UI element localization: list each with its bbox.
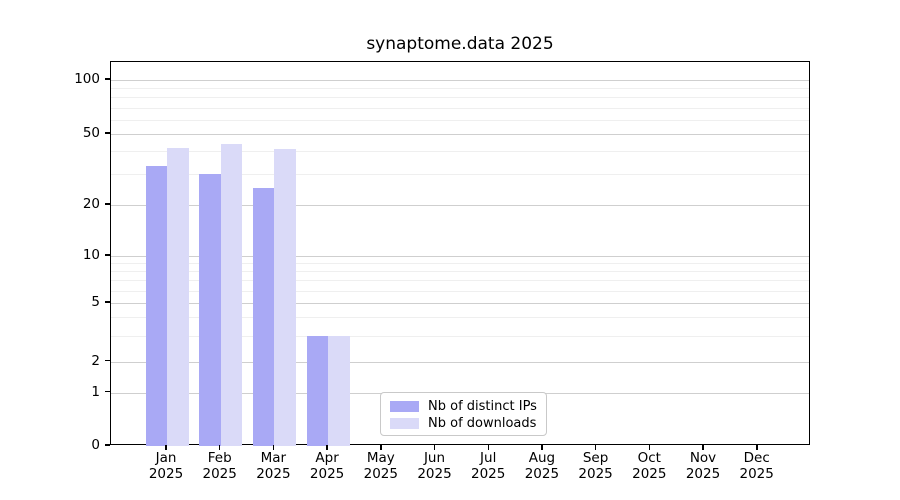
x-tick-mark-aug [541, 445, 543, 450]
x-tick-label-mar: Mar 2025 [256, 450, 291, 482]
x-tick-mark-feb [218, 445, 221, 450]
y-tick-label-100: 100 [74, 71, 100, 87]
x-tick-label-jan: Jan 2025 [148, 450, 184, 482]
gridline-minor-40 [111, 151, 809, 153]
gridline-major-50 [111, 134, 809, 135]
gridline-minor-7 [111, 280, 809, 282]
y-tick-label-1: 1 [91, 383, 100, 400]
legend-swatch-nb-of-distinct-ips-icon [390, 401, 419, 412]
x-tick-label-jun: Jun 2025 [417, 450, 452, 482]
legend-swatch-nb-of-downloads-icon [390, 418, 419, 429]
x-tick-label-aug: Aug 2025 [524, 450, 560, 482]
x-tick-label-apr: Apr 2025 [309, 450, 345, 482]
x-tick-label-sep: Sep 2025 [578, 450, 613, 482]
gridline-minor-4 [111, 317, 809, 319]
bar-nb-of-downloads-feb [220, 143, 243, 446]
x-tick-mark-oct [648, 445, 650, 450]
gridline-minor-9 [111, 263, 809, 265]
x-tick-label-feb: Feb 2025 [202, 450, 237, 482]
y-tick-label-20: 20 [82, 196, 100, 212]
gridline-minor-70 [111, 107, 809, 109]
x-tick-mark-may [380, 445, 382, 450]
legend-row-nb-of-distinct-ips: Nb of distinct IPs [381, 398, 546, 415]
y-tick-label-0: 0 [91, 437, 100, 453]
x-tick-label-oct: Oct 2025 [632, 450, 667, 482]
gridline-major-5 [111, 303, 809, 304]
legend: Nb of distinct IPs Nb of downloads [380, 392, 547, 436]
y-tick-label-10: 10 [82, 247, 100, 263]
legend-label-nb-of-distinct-ips: Nb of distinct IPs [428, 399, 537, 414]
chart-title: synaptome.data 2025 [366, 34, 554, 54]
bar-nb-of-distinct-ips-jan [145, 166, 167, 446]
gridline-minor-6 [111, 290, 809, 292]
x-tick-mark-apr [326, 445, 328, 450]
x-tick-mark-jul [487, 445, 489, 450]
legend-label-nb-of-downloads: Nb of downloads [428, 416, 537, 431]
gridline-minor-60 [111, 119, 809, 121]
bar-nb-of-distinct-ips-feb [199, 173, 221, 446]
y-tick-mark-0 [105, 444, 110, 446]
gridline-minor-90 [111, 88, 809, 90]
x-tick-mark-dec [756, 445, 758, 450]
bar-nb-of-downloads-jan [167, 147, 189, 446]
y-tick-mark-100 [105, 78, 110, 80]
x-tick-mark-jun [433, 445, 436, 450]
gridline-minor-30 [111, 173, 809, 175]
y-tick-mark-2 [105, 359, 110, 362]
x-tick-label-jul: Jul 2025 [471, 450, 506, 482]
x-tick-mark-nov [702, 445, 704, 450]
y-tick-label-50: 50 [82, 125, 100, 141]
x-tick-mark-jan [165, 445, 167, 450]
bar-nb-of-downloads-apr [328, 335, 350, 446]
gridline-major-100 [111, 80, 809, 81]
legend-row-nb-of-downloads: Nb of downloads [381, 415, 546, 432]
plot-area: Nb of distinct IPs Nb of downloads [110, 61, 810, 446]
bar-nb-of-distinct-ips-apr [306, 335, 329, 446]
x-tick-label-nov: Nov 2025 [685, 450, 721, 482]
gridline-minor-80 [111, 97, 809, 99]
y-tick-label-5: 5 [91, 294, 100, 310]
gridline-minor-3 [111, 335, 809, 337]
y-tick-mark-10 [105, 254, 110, 256]
gridline-major-20 [111, 205, 809, 206]
x-tick-label-may: May 2025 [363, 450, 398, 482]
x-tick-mark-mar [272, 445, 275, 450]
y-tick-mark-5 [105, 301, 110, 303]
gridline-major-10 [111, 256, 809, 257]
x-tick-label-dec: Dec 2025 [739, 450, 774, 482]
y-tick-mark-1 [105, 390, 110, 393]
bar-nb-of-downloads-mar [274, 149, 296, 446]
y-tick-mark-20 [105, 203, 110, 205]
bar-nb-of-distinct-ips-mar [252, 187, 275, 446]
x-tick-mark-sep [594, 445, 597, 450]
gridline-minor-8 [111, 271, 809, 273]
y-tick-label-2: 2 [91, 352, 100, 369]
y-tick-mark-50 [105, 132, 110, 134]
gridline-major-2 [111, 361, 809, 363]
